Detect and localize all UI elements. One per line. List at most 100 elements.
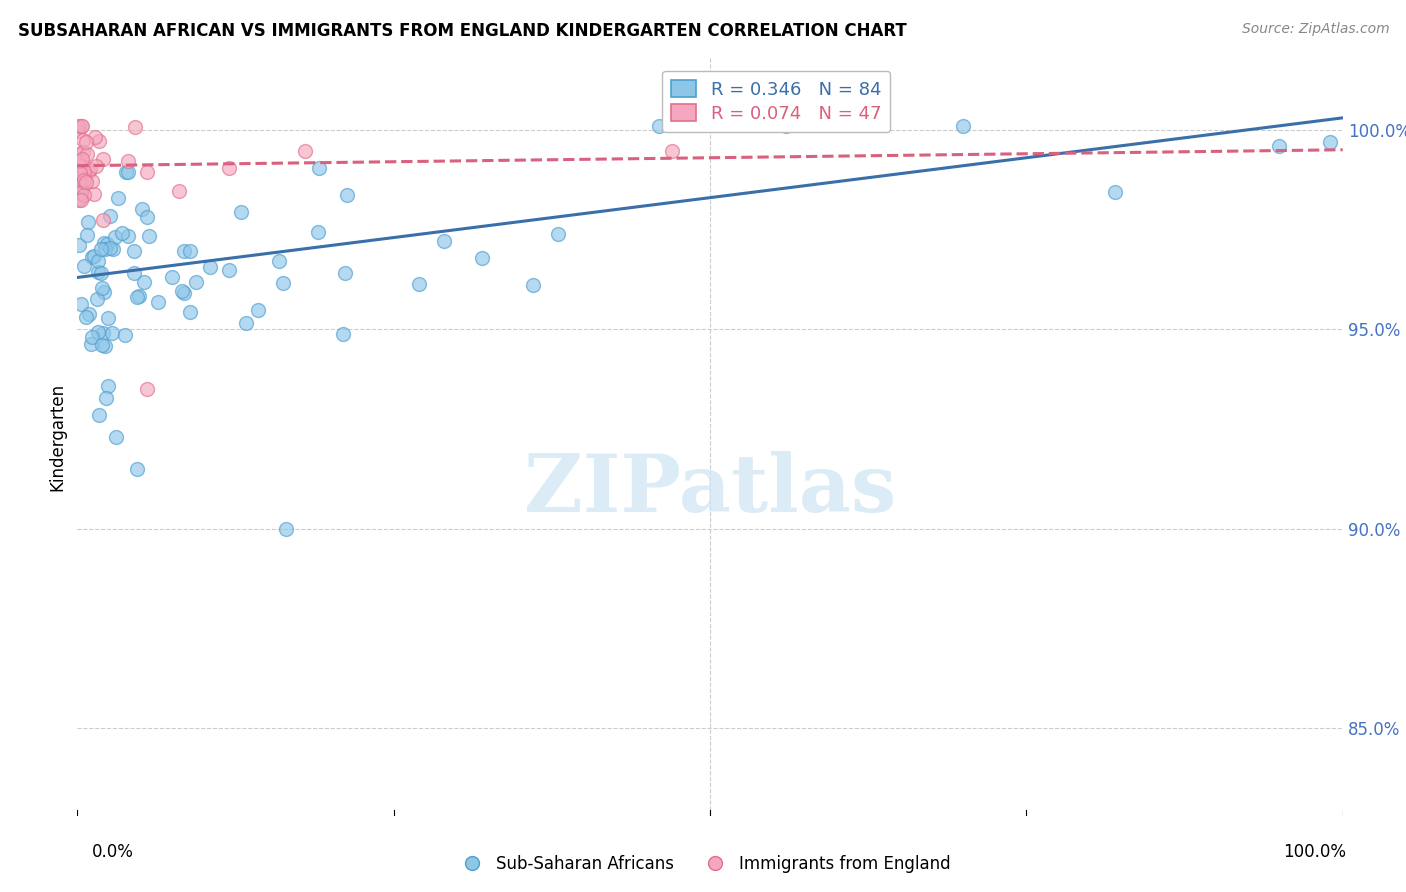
Point [218,161,240,175]
Point [69,191,91,205]
Y-axis label: Kindergarten: Kindergarten [48,383,66,491]
Point [124,120,146,135]
Point [173,244,195,258]
Point [91,338,114,352]
Point [294,144,316,158]
Point [67,163,90,178]
Text: Source: ZipAtlas.com: Source: ZipAtlas.com [1241,22,1389,37]
Point [198,260,221,274]
Point [75,310,97,324]
Point [80,337,103,351]
Point [122,244,145,258]
Point [146,295,169,310]
Point [97,311,120,326]
Point [269,254,291,268]
Point [117,165,139,179]
Point [69,178,91,193]
Point [76,227,98,242]
Point [82,250,104,264]
Point [333,266,356,280]
Point [77,307,100,321]
Point [89,134,111,148]
Point [231,205,253,219]
Point [67,237,90,252]
Point [80,330,103,344]
Point [91,152,114,166]
Point [76,147,98,161]
Point [67,146,90,161]
Point [86,265,108,279]
Point [79,162,101,177]
Point [127,290,149,304]
Point [77,215,100,229]
Point [122,266,145,280]
Point [179,305,201,319]
Point [307,225,329,239]
Point [332,326,354,341]
Point [73,259,96,273]
Point [408,277,430,292]
Point [775,119,797,133]
Point [218,263,240,277]
Point [70,186,93,200]
Point [67,165,90,179]
Point [661,145,683,159]
Point [179,244,201,258]
Point [73,188,96,202]
Point [69,296,91,310]
Point [70,119,93,133]
Point [648,119,671,133]
Point [952,119,974,133]
Point [173,285,195,300]
Point [134,275,156,289]
Point [80,174,103,188]
Point [167,184,190,198]
Text: 0.0%: 0.0% [91,843,134,861]
Point [73,169,96,183]
Point [75,175,97,189]
Point [87,253,110,268]
Point [93,235,115,250]
Point [1268,139,1291,153]
Point [117,229,139,244]
Point [114,327,136,342]
Point [91,212,114,227]
Point [69,119,91,133]
Point [70,169,93,183]
Point [72,133,94,147]
Point [91,326,114,340]
Point [271,277,294,291]
Point [86,292,108,306]
Point [522,278,544,293]
Point [84,130,107,145]
Point [101,243,124,257]
Point [69,172,91,186]
Point [67,154,90,169]
Text: SUBSAHARAN AFRICAN VS IMMIGRANTS FROM ENGLAND KINDERGARTEN CORRELATION CHART: SUBSAHARAN AFRICAN VS IMMIGRANTS FROM EN… [18,22,907,40]
Point [136,165,159,179]
Point [128,289,150,303]
Point [70,152,93,166]
Point [87,325,110,339]
Point [98,209,121,223]
Legend: R = 0.346   N = 84, R = 0.074   N = 47: R = 0.346 N = 84, R = 0.074 N = 47 [662,70,890,132]
Point [90,266,112,280]
Point [98,241,121,255]
Point [131,202,153,217]
Point [73,173,96,187]
Point [127,462,149,476]
Point [86,159,108,173]
Point [117,154,139,169]
Point [104,430,127,444]
Point [70,183,93,197]
Point [100,326,122,340]
Point [72,163,94,178]
Point [94,391,117,405]
Point [1104,185,1126,199]
Point [93,242,115,256]
Point [471,251,494,265]
Point [69,159,91,173]
Point [67,153,90,168]
Point [172,284,194,298]
Point [433,235,456,249]
